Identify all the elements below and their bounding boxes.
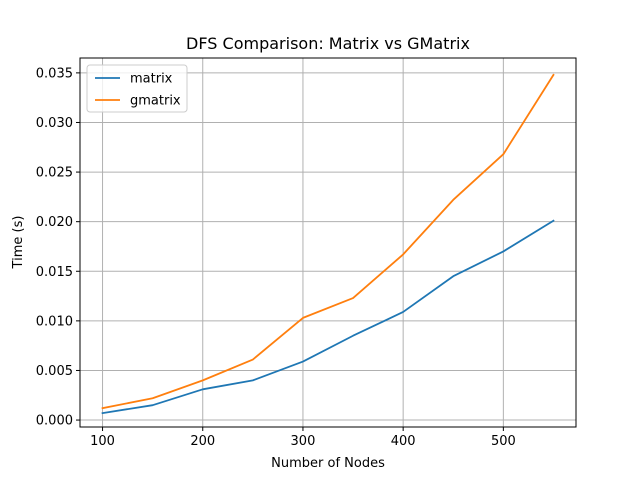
- y-tick-label: 0.015: [36, 265, 73, 280]
- legend: matrix gmatrix: [86, 64, 188, 113]
- y-tick-label: 0.010: [36, 314, 73, 329]
- x-tick-label: 400: [391, 434, 416, 449]
- x-tick-label: 100: [90, 434, 115, 449]
- y-tick-label: 0.035: [36, 66, 73, 81]
- y-axis: 0.000 0.005 0.010 0.015 0.020 0.025 0.030 0.035: [36, 66, 80, 429]
- x-tick-label: 500: [491, 434, 516, 449]
- chart-title: DFS Comparison: Matrix vs GMatrix: [186, 34, 470, 53]
- plot-area: [80, 58, 576, 427]
- x-tick-label: 300: [291, 434, 316, 449]
- x-axis-label: Number of Nodes: [271, 456, 385, 471]
- x-axis: 100 200 300 400 500: [90, 427, 516, 449]
- y-tick-label: 0.025: [36, 166, 73, 181]
- y-tick-label: 0.020: [36, 215, 73, 230]
- y-tick-label: 0.000: [36, 414, 73, 429]
- plot-frame: [79, 57, 577, 428]
- x-tick-label: 200: [190, 434, 215, 449]
- series-layer: [101, 73, 555, 415]
- legend-label-gmatrix: gmatrix: [130, 94, 181, 109]
- series-line-gmatrix: [101, 73, 555, 410]
- y-tick-label: 0.030: [36, 116, 73, 131]
- legend-label-matrix: matrix: [130, 72, 173, 87]
- series-line-matrix: [101, 219, 555, 415]
- y-tick-label: 0.005: [36, 364, 73, 379]
- y-axis-label: Time (s): [11, 216, 26, 270]
- grid: [80, 58, 576, 427]
